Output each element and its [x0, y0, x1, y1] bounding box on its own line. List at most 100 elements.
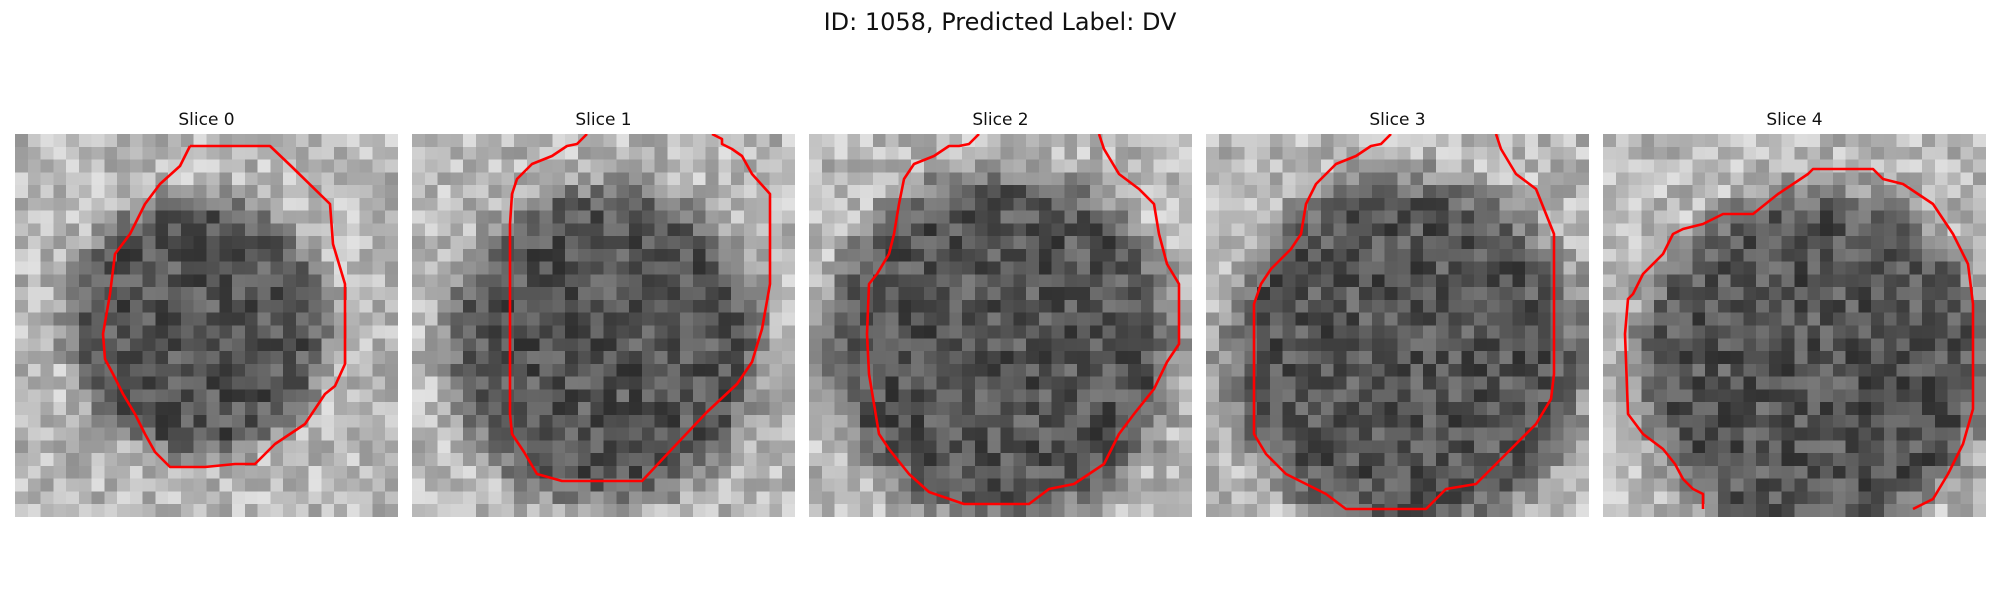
image-pixel [1000, 287, 1014, 301]
image-pixel [1603, 261, 1617, 276]
image-pixel [731, 491, 745, 505]
image-pixel [180, 351, 195, 365]
image-pixel [577, 134, 592, 148]
image-pixel [1013, 197, 1027, 212]
image-pixel [1140, 491, 1155, 505]
image-pixel [501, 172, 515, 186]
image-pixel [1218, 274, 1233, 288]
image-pixel [104, 172, 118, 186]
image-pixel [821, 338, 836, 352]
image-pixel [923, 185, 938, 199]
image-pixel [898, 159, 912, 173]
image-pixel [232, 210, 246, 224]
image-pixel [321, 376, 335, 390]
image-pixel [66, 197, 80, 212]
image-pixel [359, 287, 374, 301]
image-pixel [565, 312, 579, 327]
image-pixel [1064, 197, 1078, 212]
image-pixel [705, 210, 719, 224]
image-pixel [1845, 491, 1859, 505]
image-pixel [1077, 210, 1091, 224]
image-pixel [692, 389, 707, 403]
image-pixel [898, 325, 912, 339]
image-pixel [78, 197, 93, 212]
image-pixel [1768, 376, 1783, 390]
image-pixel [1231, 159, 1245, 173]
image-pixel [936, 223, 951, 237]
image-pixel [552, 351, 566, 365]
image-pixel [501, 504, 515, 517]
image-pixel [1717, 134, 1732, 148]
image-pixel [1525, 236, 1539, 250]
image-pixel [232, 261, 246, 276]
image-pixel [1486, 338, 1501, 352]
image-pixel [1756, 338, 1770, 352]
image-pixel [1973, 504, 1986, 517]
image-pixel [206, 248, 220, 263]
image-pixel [1026, 299, 1040, 314]
image-pixel [1410, 287, 1424, 301]
image-pixel [437, 197, 451, 212]
image-pixel [463, 159, 477, 173]
image-pixel [1820, 465, 1834, 480]
image-pixel [232, 414, 246, 429]
image-pixel [1102, 453, 1116, 467]
image-pixel [1603, 440, 1617, 454]
image-pixel [962, 478, 976, 493]
image-pixel [1013, 146, 1027, 161]
image-pixel [590, 427, 605, 441]
image-pixel [1499, 197, 1513, 212]
image-pixel [257, 465, 271, 480]
image-pixel [219, 504, 233, 517]
image-pixel [936, 338, 951, 352]
image-pixel [603, 338, 617, 352]
image-pixel [104, 504, 118, 517]
slice-image-1 [412, 134, 795, 517]
image-pixel [680, 261, 694, 276]
image-pixel [1128, 236, 1142, 250]
image-pixel [308, 414, 322, 429]
image-pixel [616, 312, 630, 327]
image-pixel [1410, 172, 1424, 186]
image-pixel [565, 261, 579, 276]
image-pixel [91, 146, 105, 161]
image-pixel [475, 453, 490, 467]
image-pixel [372, 210, 386, 224]
image-pixel [1461, 299, 1475, 314]
image-pixel [1973, 351, 1986, 365]
image-pixel [359, 491, 374, 505]
image-pixel [283, 134, 297, 148]
image-pixel [1140, 351, 1155, 365]
image-pixel [1153, 402, 1168, 416]
image-pixel [1563, 223, 1577, 237]
image-pixel [577, 287, 592, 301]
image-pixel [1231, 325, 1245, 339]
image-pixel [15, 248, 29, 263]
image-pixel [718, 261, 732, 276]
image-pixel [629, 134, 643, 148]
image-pixel [1474, 338, 1488, 352]
image-pixel [949, 325, 963, 339]
image-pixel [526, 210, 541, 224]
image-pixel [974, 440, 989, 454]
image-pixel [514, 236, 528, 250]
image-pixel [372, 287, 386, 301]
image-pixel [911, 351, 925, 365]
image-pixel [1525, 402, 1539, 416]
image-pixel [117, 299, 131, 314]
image-pixel [232, 491, 246, 505]
image-pixel [78, 363, 93, 378]
image-pixel [257, 389, 271, 403]
image-pixel [308, 465, 322, 480]
image-pixel [1934, 134, 1949, 148]
image-pixel [15, 351, 29, 365]
image-pixel [129, 299, 144, 314]
image-pixel [1563, 236, 1577, 250]
image-pixel [590, 274, 605, 288]
image-pixel [1013, 491, 1027, 505]
image-pixel [40, 261, 54, 276]
image-pixel [1153, 389, 1168, 403]
image-pixel [1730, 236, 1745, 250]
image-pixel [1768, 312, 1783, 327]
image-pixel [667, 299, 681, 314]
